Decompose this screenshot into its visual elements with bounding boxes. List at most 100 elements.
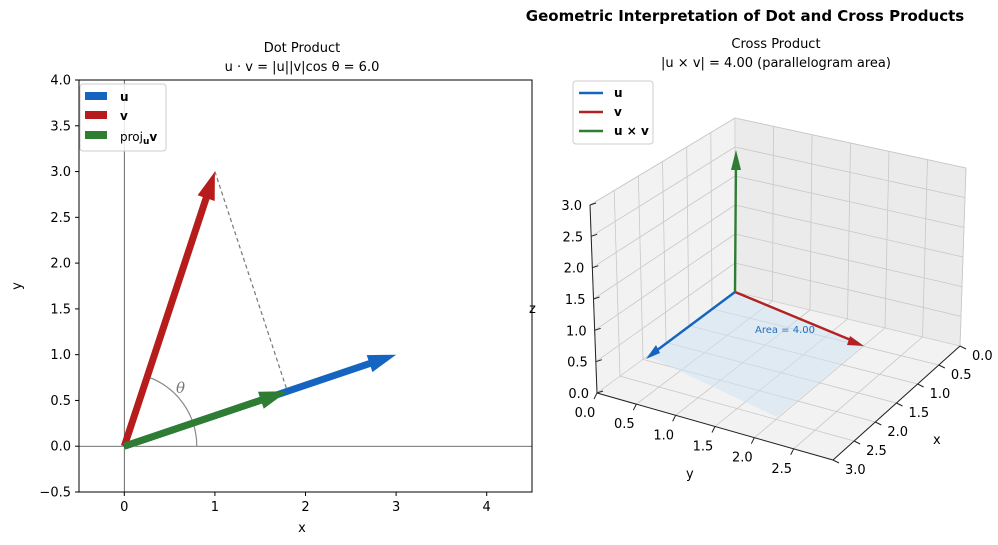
back-grid-z bbox=[734, 233, 963, 288]
vector3d-cross bbox=[733, 157, 738, 293]
figure-suptitle: Geometric Interpretation of Dot and Cros… bbox=[526, 7, 964, 25]
cross-title-line2: |u × v| = 4.00 (parallelogram area) bbox=[661, 56, 891, 71]
legend-label-u: u bbox=[120, 90, 129, 104]
parallelogram-area-label: Area = 4.00 bbox=[755, 325, 815, 336]
vector3d-u bbox=[651, 291, 736, 355]
x-tick-label: 4 bbox=[483, 500, 491, 515]
y-tick-label: 2.0 bbox=[732, 451, 753, 466]
z-tick-label: 0.5 bbox=[567, 356, 588, 371]
z-tick-label: 2.0 bbox=[564, 262, 585, 277]
legend-swatch-v bbox=[85, 111, 107, 119]
dot-title-line1: Dot Product bbox=[264, 41, 341, 56]
x-tick-label: 1.5 bbox=[909, 406, 930, 421]
cross-product-panel: Cross Product |u × v| = 4.00 (parallelog… bbox=[529, 37, 993, 482]
z-tick-label: 1.0 bbox=[566, 324, 587, 339]
y-tick-label: 4.0 bbox=[50, 74, 71, 89]
z-tick-label: 3.0 bbox=[561, 199, 582, 214]
legend-label-v: v bbox=[120, 109, 128, 123]
y-tick-label: 0.5 bbox=[50, 394, 71, 409]
x-tick-label: 0.5 bbox=[951, 368, 972, 383]
y-tick-mark bbox=[750, 437, 755, 444]
legend-swatch-proj bbox=[85, 131, 107, 139]
legend3d-label-v: v bbox=[614, 105, 622, 119]
back-grid-z bbox=[734, 117, 967, 169]
x-tick-label: 2 bbox=[301, 500, 309, 515]
x-tick-mark bbox=[896, 402, 903, 407]
cross-title-line1: Cross Product bbox=[731, 37, 820, 52]
vector3d-v bbox=[734, 290, 859, 345]
y-tick-label: 1.5 bbox=[693, 440, 714, 455]
cross-y-axis-label: y bbox=[686, 467, 694, 482]
legend-label-proj: projuv bbox=[120, 130, 157, 147]
y-tick-label: 2.5 bbox=[771, 462, 792, 477]
cross-vector-marks bbox=[646, 150, 864, 359]
x-tick-label: 1 bbox=[211, 500, 219, 515]
back-grid-z bbox=[734, 204, 964, 258]
projection-dashed-line bbox=[214, 171, 288, 392]
z-tick-mark bbox=[595, 359, 602, 363]
y-tick-mark bbox=[711, 426, 716, 433]
dot-y-axis-label: y bbox=[10, 282, 25, 290]
x-tick-label: 0.0 bbox=[972, 349, 993, 364]
cross-z-axis-label: z bbox=[529, 302, 536, 317]
legend3d-label-cross: u × v bbox=[614, 124, 649, 138]
y-tick-mark bbox=[632, 403, 637, 411]
x-tick-mark bbox=[959, 345, 967, 350]
z-tick-mark bbox=[594, 327, 601, 331]
y-tick-label: 0.0 bbox=[50, 440, 71, 455]
floor-grid-y bbox=[619, 375, 855, 442]
x-tick-label: 1.0 bbox=[930, 387, 951, 402]
cross-legend-box bbox=[572, 80, 654, 145]
y-tick-label: 0.0 bbox=[575, 406, 596, 421]
vector-arrow-v bbox=[121, 171, 215, 448]
legend-swatch-u bbox=[85, 92, 107, 100]
z-tick-mark bbox=[589, 202, 597, 206]
y-tick-mark bbox=[593, 392, 598, 400]
y-tick-label: 3.0 bbox=[50, 165, 71, 180]
legend3d-label-u: u bbox=[614, 86, 623, 100]
z-tick-mark bbox=[591, 233, 598, 237]
z-tick-label: 2.5 bbox=[562, 230, 583, 245]
y-tick-label: 1.0 bbox=[653, 428, 674, 443]
x-tick-label: 3.0 bbox=[845, 463, 866, 478]
y-tick-label: 2.0 bbox=[50, 257, 71, 272]
y-tick-label: 1.5 bbox=[50, 302, 71, 317]
x-tick-label: 3 bbox=[392, 500, 400, 515]
vector3d-v-head bbox=[847, 336, 864, 346]
back-grid-z bbox=[734, 262, 962, 317]
vector3d-cross-head bbox=[731, 150, 741, 170]
dot-y-ticks: −0.5 0.0 0.5 1.0 1.5 2.0 2.5 3.0 3.5 4.0 bbox=[39, 74, 79, 501]
left-grid-z bbox=[589, 117, 736, 206]
z-tick-mark bbox=[592, 265, 599, 269]
x-tick-label: 2.5 bbox=[866, 444, 887, 459]
y-tick-label: 0.5 bbox=[614, 417, 635, 432]
dot-x-ticks: 0 1 2 3 4 bbox=[120, 492, 491, 515]
x-tick-label: 2.0 bbox=[887, 425, 908, 440]
z-tick-label: 1.5 bbox=[565, 293, 586, 308]
dot-product-panel: Dot Product u · v = |u||v|cos θ = 6.0 θ … bbox=[10, 41, 533, 536]
angle-label: θ bbox=[176, 379, 185, 397]
y-tick-label: 1.0 bbox=[50, 348, 71, 363]
cross-legend: u v u × v bbox=[572, 80, 654, 145]
y-tick-mark bbox=[790, 448, 795, 456]
angle-arc bbox=[146, 376, 198, 447]
x-tick-label: 0 bbox=[120, 500, 128, 515]
y-tick-label: −0.5 bbox=[39, 486, 71, 501]
z-tick-mark bbox=[596, 390, 604, 394]
x-tick-mark bbox=[917, 383, 924, 388]
x-tick-mark bbox=[938, 364, 946, 369]
x-tick-mark bbox=[853, 440, 861, 445]
z-tick-mark bbox=[593, 296, 600, 300]
x-tick-mark bbox=[875, 421, 882, 426]
dot-vector-marks bbox=[121, 171, 397, 450]
vector3d-u-head bbox=[646, 345, 660, 359]
z-tick-label: 0.0 bbox=[568, 387, 589, 402]
back-grid-z bbox=[734, 175, 965, 228]
left-grid-z bbox=[592, 175, 736, 269]
y-tick-label: 2.5 bbox=[50, 211, 71, 226]
left-grid-z bbox=[594, 233, 736, 331]
dot-x-axis-label: x bbox=[298, 521, 306, 536]
dot-title-line2: u · v = |u||v|cos θ = 6.0 bbox=[225, 60, 380, 75]
y-tick-label: 3.5 bbox=[50, 119, 71, 134]
